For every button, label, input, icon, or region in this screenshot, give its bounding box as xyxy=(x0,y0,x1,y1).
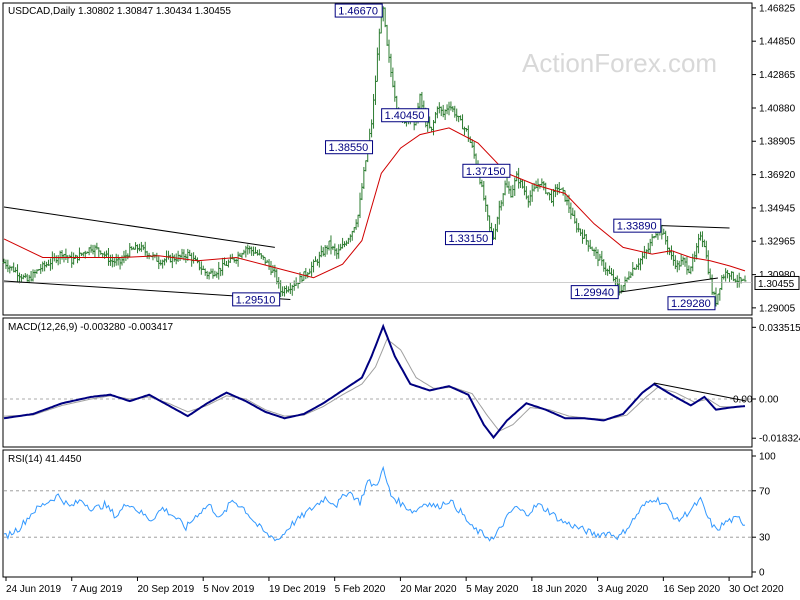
annotation-box xyxy=(444,231,493,246)
rsi-layer xyxy=(3,465,752,542)
price-header: USDCAD,Daily 1.30802 1.30847 1.30434 1.3… xyxy=(8,6,231,17)
annotation-box xyxy=(381,108,430,123)
x-tick-label: 5 Nov 2019 xyxy=(203,584,255,595)
macd-panel-frame xyxy=(2,317,753,448)
rsi-tick-label: 0 xyxy=(759,568,765,579)
rsi-tick-label: 100 xyxy=(759,452,776,463)
macd-header: MACD(12,26,9) -0.003280 -0.003417 xyxy=(8,322,174,333)
annotation-box xyxy=(325,140,374,155)
trendline xyxy=(619,277,718,293)
price-tick-label: 1.29005 xyxy=(759,303,796,314)
watermark: ActionForex.com xyxy=(522,48,717,78)
macd-trendline xyxy=(653,382,746,402)
annotation-label: 1.29280 xyxy=(671,298,711,310)
price-layer: 1.46670 1.40450 1.38550 1.37150 1.33150 1.338… xyxy=(2,3,752,311)
price-annotation: 1.40450 xyxy=(381,108,430,123)
price-tick-label: 1.42865 xyxy=(759,70,796,81)
annotation-box xyxy=(570,285,619,300)
price-tick-label: 1.36920 xyxy=(759,170,796,181)
price-bar xyxy=(743,275,747,282)
rsi-line xyxy=(3,465,746,542)
moving-average-line xyxy=(3,127,746,279)
macd-tick-label: 0.00 xyxy=(759,395,779,406)
rsi-panel-frame xyxy=(2,449,753,578)
annotation-box xyxy=(334,3,383,18)
annotation-label: 1.33890 xyxy=(617,221,657,233)
price-tick-label: 1.46825 xyxy=(759,3,796,14)
x-tick-label: 20 Mar 2020 xyxy=(400,584,457,595)
rsi-tick-label: 30 xyxy=(759,533,771,544)
x-tick-label: 16 Sep 2020 xyxy=(663,584,720,595)
price-annotation: 1.33890 xyxy=(613,218,662,233)
x-tick-label: 30 Oct 2020 xyxy=(729,584,784,595)
price-tick-label: 1.38905 xyxy=(759,137,796,148)
trendline xyxy=(3,206,275,248)
current-price-label: 1.30455 xyxy=(758,279,795,290)
price-annotation: 1.37150 xyxy=(462,163,511,178)
x-tick-label: 20 Sep 2019 xyxy=(137,584,194,595)
annotation-box xyxy=(613,218,662,233)
x-tick-label: 5 Feb 2020 xyxy=(335,584,386,595)
x-tick-label: 19 Dec 2019 xyxy=(269,584,326,595)
current-price-box xyxy=(754,275,800,290)
annotation-label: 1.33150 xyxy=(448,233,488,245)
macd-tick-label: 0.033515 xyxy=(759,323,800,334)
axis-layer: 1.46825 1.44850 1.42865 1.40880 1.38905 1.369… xyxy=(5,3,800,595)
price-annotation: 1.38550 xyxy=(325,140,374,155)
price-tick-label: 1.30980 xyxy=(759,270,796,281)
x-tick-label: 24 Jun 2019 xyxy=(6,584,61,595)
price-tick-label: 1.40880 xyxy=(759,104,796,115)
price-tick-label: 1.34945 xyxy=(759,203,796,214)
trendline xyxy=(661,225,730,229)
annotation-box xyxy=(232,292,281,307)
annotation-label: 1.38550 xyxy=(329,142,369,154)
rsi-tick-label: 70 xyxy=(759,486,771,497)
annotation-label: 1.37150 xyxy=(466,166,506,178)
macd-main-line xyxy=(3,323,746,440)
rsi-header: RSI(14) 41.4450 xyxy=(8,454,82,465)
x-tick-label: 18 Jun 2020 xyxy=(532,584,587,595)
macd-current-label: 0.00 xyxy=(733,395,753,406)
annotation-label: 1.29510 xyxy=(236,294,276,306)
annotation-box xyxy=(462,163,511,178)
annotation-label: 1.29940 xyxy=(574,287,614,299)
macd-layer xyxy=(3,323,752,440)
price-annotation: 1.29280 xyxy=(667,296,716,311)
price-annotation: 1.29940 xyxy=(570,285,619,300)
annotation-label: 1.46670 xyxy=(338,6,378,18)
x-tick-label: 5 May 2020 xyxy=(466,584,519,595)
annotation-box xyxy=(667,296,716,311)
x-tick-label: 7 Aug 2019 xyxy=(72,584,123,595)
annotation-label: 1.40450 xyxy=(385,110,425,122)
price-tick-label: 1.32965 xyxy=(759,237,796,248)
price-annotation: 1.29510 xyxy=(232,292,281,307)
x-tick-label: 3 Aug 2020 xyxy=(598,584,649,595)
macd-signal-line xyxy=(4,338,746,432)
price-annotation: 1.46670 xyxy=(334,3,383,18)
macd-tick-label: -0.018324 xyxy=(759,434,800,445)
price-tick-label: 1.44850 xyxy=(759,37,796,48)
price-annotation: 1.33150 xyxy=(444,231,493,246)
